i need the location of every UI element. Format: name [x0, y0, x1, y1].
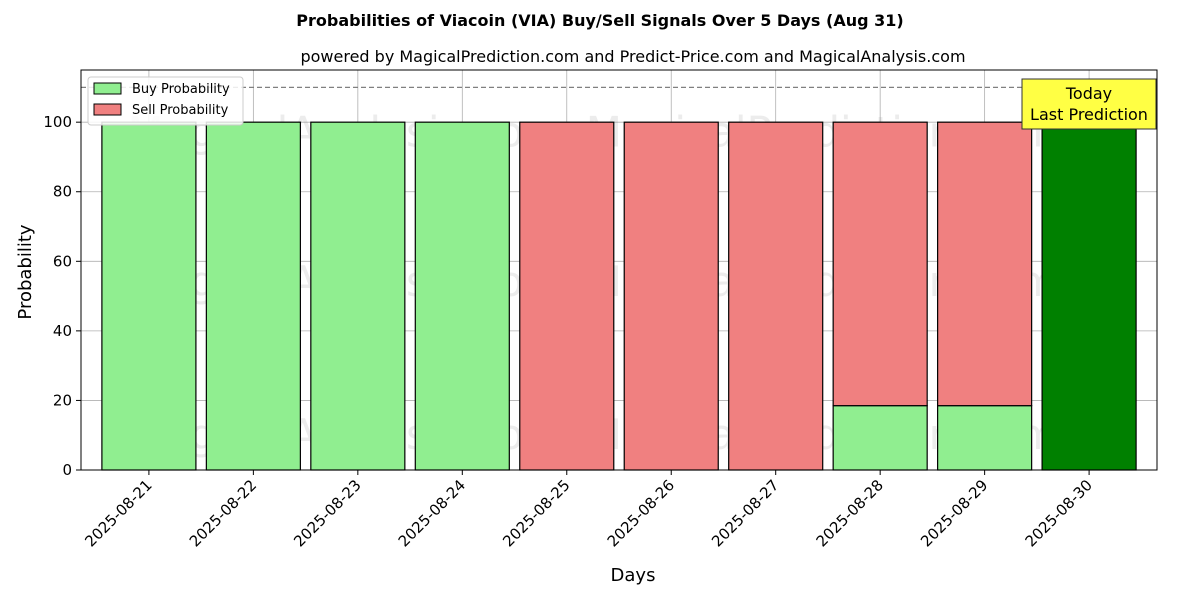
x-tick-label: 2025-08-29	[917, 476, 991, 550]
x-tick-label: 2025-08-23	[290, 476, 364, 550]
x-ticks: 2025-08-21 2025-08-22 2025-08-23 2025-08-24…	[81, 470, 1096, 550]
plot-frame	[80, 69, 1158, 471]
legend-label-sell: Sell Probability	[132, 103, 229, 118]
x-tick-label: 2025-08-24	[395, 476, 469, 550]
legend-label-buy: Buy Probability	[132, 82, 230, 97]
x-tick-label: 2025-08-25	[499, 476, 573, 550]
bar-sell	[728, 121, 824, 471]
bar-sell	[519, 121, 615, 471]
y-ticks: 0 20 40 60 80 100	[43, 113, 81, 479]
annotation-box	[1021, 78, 1157, 130]
legend-swatch-sell	[93, 103, 122, 116]
bar-buy	[832, 405, 928, 471]
legend-box	[87, 76, 244, 126]
x-tick-label: 2025-08-22	[186, 476, 260, 550]
bars	[101, 121, 1137, 471]
chart-subtitle: powered by MagicalPrediction.com and Pre…	[300, 47, 965, 66]
bar-buy	[205, 121, 301, 471]
annotation-line-1: Today	[1065, 84, 1112, 103]
bar-sell	[937, 121, 1033, 407]
legend-swatch-buy	[93, 82, 122, 95]
y-tick-label: 0	[62, 461, 72, 479]
x-tick-label: 2025-08-30	[1022, 476, 1096, 550]
chart-title: Probabilities of Viacoin (VIA) Buy/Sell …	[296, 11, 903, 30]
bar-sell	[832, 121, 928, 407]
x-tick-label: 2025-08-28	[813, 476, 887, 550]
x-tick-label: 2025-08-26	[604, 476, 678, 550]
bar-buy	[937, 405, 1033, 471]
bar-buy	[1041, 121, 1137, 471]
y-tick-label: 60	[53, 252, 72, 270]
axes	[80, 69, 1158, 471]
bar-sell	[623, 121, 719, 471]
y-tick-label: 80	[53, 183, 72, 201]
annotation-line-2: Last Prediction	[1030, 105, 1148, 124]
y-tick-label: 100	[43, 113, 72, 131]
x-axis-label: Days	[611, 565, 656, 586]
legend: Buy Probability Sell Probability	[87, 76, 244, 126]
x-tick-label: 2025-08-27	[708, 476, 782, 550]
x-tick-label: 2025-08-21	[81, 476, 155, 550]
bar-buy	[414, 121, 510, 471]
y-axis-label: Probability	[15, 224, 36, 319]
bar-buy	[310, 121, 406, 471]
y-tick-label: 40	[53, 322, 72, 340]
bar-buy	[101, 121, 197, 471]
y-tick-label: 20	[53, 391, 72, 409]
today-annotation: Today Last Prediction	[1021, 78, 1157, 130]
